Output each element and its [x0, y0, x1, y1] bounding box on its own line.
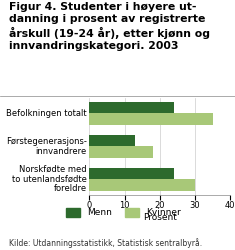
Bar [89, 146, 153, 158]
Bar [89, 135, 135, 146]
Bar [89, 114, 213, 125]
Text: Kilde: Utdanningsstatistikk, Statistisk sentralbyrå.: Kilde: Utdanningsstatistikk, Statistisk … [9, 238, 203, 248]
Legend: Menn, Kvinner: Menn, Kvinner [63, 204, 184, 221]
Bar [89, 102, 174, 114]
Bar [89, 168, 174, 179]
Bar [89, 179, 195, 190]
Text: Figur 4. Studenter i høyere ut-
danning i prosent av registrerte
årskull (19-24 : Figur 4. Studenter i høyere ut- danning … [9, 2, 210, 51]
X-axis label: Prosent: Prosent [143, 213, 177, 222]
